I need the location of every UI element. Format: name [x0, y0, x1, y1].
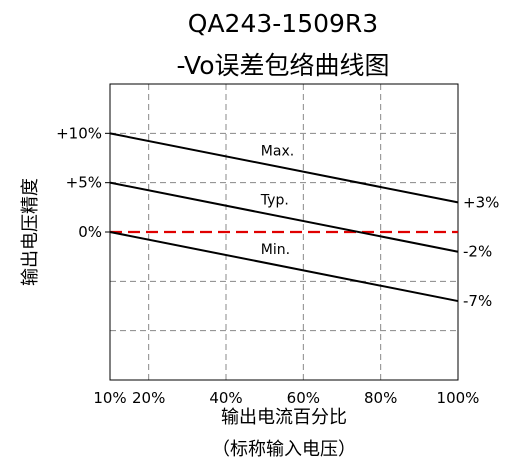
series-end-label-min: -7%: [463, 292, 492, 310]
series-line-typ: [109, 181, 459, 253]
y-axis-title: 输出电压精度: [20, 178, 41, 286]
y-tick-label-1: +5%: [66, 174, 102, 192]
series-group: Max. +3% Typ. -2% Min. -7%: [109, 132, 499, 310]
x-tick-label-5: 100%: [437, 389, 480, 407]
series-end-label-max: +3%: [463, 193, 499, 211]
y-tick-label-2: 0%: [78, 223, 102, 241]
series-line-min: [109, 231, 459, 303]
series-label-max: Max.: [261, 143, 294, 159]
chart-title: QA243-1509R3: [188, 9, 378, 38]
series-line-max: [109, 132, 459, 204]
x-tick-label-0: 10%: [93, 389, 126, 407]
series-label-min: Min.: [261, 242, 290, 258]
x-tick-labels: 10% 20% 40% 60% 80% 100%: [93, 389, 479, 407]
series-end-label-typ: -2%: [463, 243, 492, 261]
grid: [110, 84, 458, 380]
chart-subtitle: -Vo误差包络曲线图: [176, 51, 389, 80]
y-tick-labels: +10% +5% 0%: [56, 124, 110, 241]
x-tick-label-2: 40%: [209, 389, 242, 407]
series-label-typ: Typ.: [260, 193, 289, 209]
x-tick-label-4: 80%: [364, 389, 397, 407]
x-tick-label-1: 20%: [132, 389, 165, 407]
x-axis-subtitle: （标称输入电压）: [212, 439, 356, 460]
y-tick-label-0: +10%: [56, 124, 102, 142]
x-tick-label-3: 60%: [287, 389, 320, 407]
x-axis-title: 输出电流百分比: [221, 407, 347, 428]
